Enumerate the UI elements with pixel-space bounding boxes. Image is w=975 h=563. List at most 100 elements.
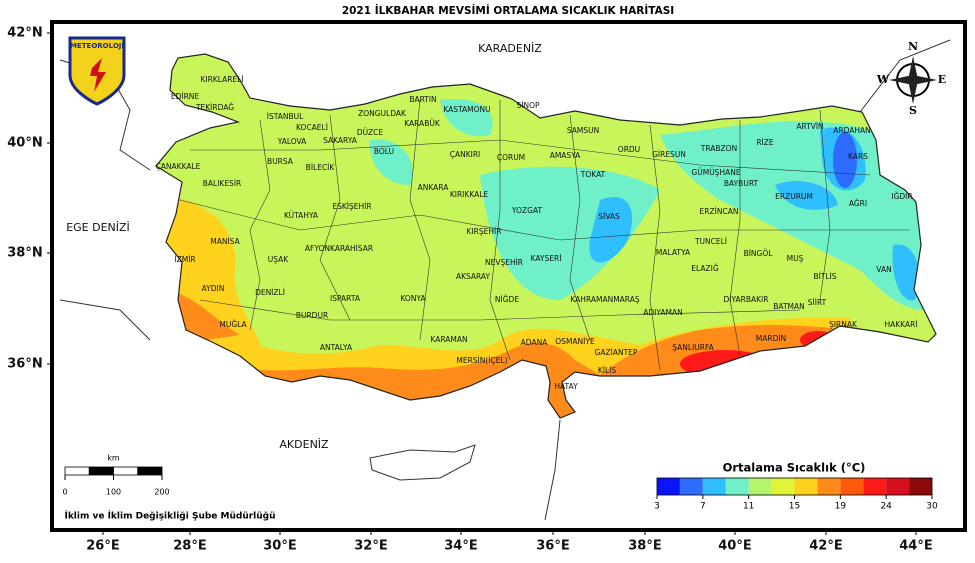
province-label: SİİRT [808, 298, 827, 307]
lon-label: 30°E [263, 539, 296, 554]
province-label: BARTIN [409, 95, 436, 104]
province-label: ARTVİN [796, 122, 823, 131]
province-label: KOCAELİ [296, 123, 328, 132]
legend-swatch [817, 478, 841, 495]
province-label: UŞAK [268, 255, 290, 264]
province-label: BALIKESİR [203, 179, 242, 188]
lat-label: 42°N [7, 26, 42, 41]
sea-label: EGE DENİZİ [66, 221, 130, 234]
legend-swatch [679, 478, 703, 495]
legend-tick-label: 24 [880, 502, 892, 512]
legend-swatch [657, 478, 680, 495]
province-label: TEKİRDAĞ [195, 103, 234, 112]
province-label: KONYA [400, 294, 426, 303]
lat-label: 40°N [7, 136, 42, 151]
legend-swatch [725, 478, 749, 495]
province-label: MUŞ [787, 254, 804, 263]
province-label: HAKKARİ [884, 320, 917, 329]
province-label: RİZE [756, 138, 774, 147]
coastline [59, 39, 951, 521]
province-label: BOLU [374, 147, 394, 156]
province-label: IĞDIR [891, 192, 912, 201]
province-label: İSTANBUL [267, 112, 304, 121]
cyprus-outline [369, 444, 476, 481]
province-label: ŞANLIURFA [672, 343, 714, 352]
province-label: KÜTAHYA [284, 211, 319, 220]
legend-swatch [863, 478, 887, 495]
sea-label: KARADENİZ [478, 42, 542, 55]
province-label: KARAMAN [430, 335, 467, 344]
lon-label: 26°E [86, 539, 119, 554]
province-label: BİNGÖL [744, 249, 774, 258]
province-label: ADANA [521, 338, 549, 347]
province-label: TUNCELİ [694, 237, 727, 246]
lon-label: 42°E [809, 539, 842, 554]
province-label: İZMİR [174, 255, 195, 264]
province-label: YOZGAT [511, 206, 543, 215]
province-label: TOKAT [580, 170, 606, 179]
province-label: SAKARYA [323, 136, 358, 145]
province-label: ISPARTA [330, 294, 361, 303]
province-label: BURDUR [296, 311, 328, 320]
province-label: BAYBURT [724, 179, 759, 188]
compass-letter: E [938, 73, 946, 86]
province-label: OSMANİYE [555, 337, 595, 346]
province-label: ADIYAMAN [643, 308, 682, 317]
province-label: ÇANAKKALE [156, 162, 201, 171]
legend-tick-label: 3 [654, 502, 660, 512]
legend-swatch [840, 478, 864, 495]
province-label: AĞRI [849, 199, 867, 208]
province-label: AYDIN [202, 284, 225, 293]
footer: İklim ve İklim Değişikliği Şube Müdürlüğ… [64, 511, 275, 522]
legend-swatch [771, 478, 795, 495]
legend-tick-label: 30 [926, 502, 938, 512]
province-label: KIRŞEHİR [467, 227, 502, 236]
lon-label: 38°E [628, 539, 661, 554]
province-label: KİLİS [598, 366, 617, 375]
scale-segment [113, 466, 139, 476]
province-label: DENİZLİ [255, 288, 285, 297]
legend-swatch [702, 478, 726, 495]
compass [889, 56, 937, 104]
province-label: AFYONKARAHİSAR [305, 244, 373, 253]
province-label: TRABZON [700, 144, 737, 153]
province-label: ÇORUM [497, 153, 525, 162]
province-label: DİYARBAKIR [724, 295, 769, 304]
province-label: NİĞDE [495, 295, 519, 304]
province-label: ELAZIĞ [691, 264, 719, 273]
province-label: DÜZCE [357, 128, 384, 137]
province-label: KAYSERİ [531, 254, 562, 263]
scale-unit: km [107, 454, 120, 463]
scale-tick-label: 100 [106, 488, 121, 497]
lon-label: 34°E [444, 539, 477, 554]
province-label: KIRKLARELİ [200, 75, 243, 84]
scale-segment [64, 466, 90, 476]
compass-star [889, 56, 937, 104]
lat-label: 38°N [7, 246, 42, 261]
province-label: ORDU [618, 145, 640, 154]
province-label: GÜMÜŞHANE [691, 168, 740, 177]
lon-label: 28°E [173, 539, 206, 554]
province-label: SAMSUN [567, 126, 599, 135]
legend-tick-label: 11 [743, 502, 754, 512]
province-label: ZONGULDAK [358, 109, 407, 118]
legend-swatch [886, 478, 910, 495]
province-label: GİRESUN [652, 150, 686, 159]
scale-segment [137, 466, 163, 476]
province-label: ÇANKIRI [450, 150, 481, 159]
province-label: KARABÜK [404, 119, 441, 128]
legend-tick-label: 19 [835, 502, 847, 512]
province-label: SİVAS [598, 212, 620, 221]
province-label: ARDAHAN [833, 126, 871, 135]
province-label: BATMAN [773, 302, 805, 311]
logo: METEOROLOJİ [68, 36, 126, 106]
lon-label: 36°E [536, 539, 569, 554]
province-label: MALATYA [656, 248, 691, 257]
province-label: ERZURUM [775, 192, 813, 201]
province-label: MUĞLA [219, 320, 247, 329]
province-label: KASTAMONU [443, 105, 490, 114]
province-label: NEVŞEHİR [485, 258, 523, 267]
sea-label: AKDENİZ [279, 438, 329, 451]
legend-title: Ortalama Sıcaklık (°C) [723, 461, 866, 475]
